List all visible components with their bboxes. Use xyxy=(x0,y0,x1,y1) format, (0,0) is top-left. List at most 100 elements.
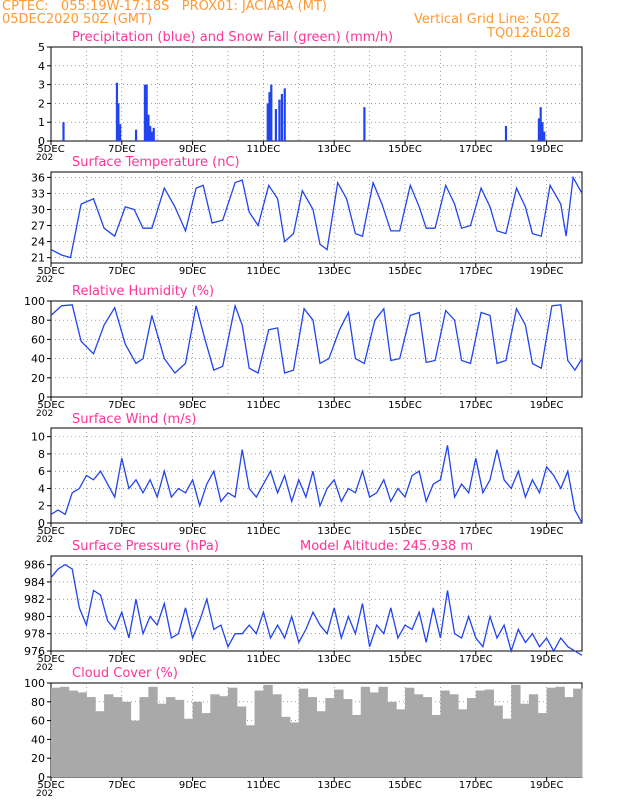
rh-xtick-label: 9DEC xyxy=(179,400,206,411)
cloud-bar xyxy=(201,713,211,777)
cloud-bar xyxy=(422,697,433,777)
cloud-bar xyxy=(564,697,574,777)
cloud-bar xyxy=(59,686,70,777)
precip-xtick-label: 17DEC xyxy=(459,144,493,155)
rh-year-stub: 202 xyxy=(36,409,53,419)
wind-ytick-label: 4 xyxy=(38,482,45,495)
precip-ytick-label: 0 xyxy=(38,135,45,148)
precip-xtick-label: 15DEC xyxy=(388,144,422,155)
rh-frame xyxy=(50,300,583,398)
cloud-xtick-label: 13DEC xyxy=(317,780,351,791)
wind-frame xyxy=(50,427,583,524)
temp-line xyxy=(50,175,583,259)
cloud-bar xyxy=(528,694,539,777)
wind-line xyxy=(50,445,583,524)
cloud-bar xyxy=(183,718,194,777)
wind-xtick-label: 13DEC xyxy=(317,526,351,537)
wind-xtick-label: 7DEC xyxy=(108,526,135,537)
rh-xtick-label: 15DEC xyxy=(388,400,422,411)
cloud-xtick-label: 17DEC xyxy=(459,780,493,791)
cloud-bar xyxy=(360,686,371,777)
cloud-year-stub: 202 xyxy=(36,789,53,799)
precip-xtick-label: 13DEC xyxy=(317,144,351,155)
precip-bar xyxy=(119,124,122,141)
cloud-bar xyxy=(166,697,176,777)
precip-bar xyxy=(268,92,271,141)
cloud-bar xyxy=(112,697,123,777)
temp-xtick-label: 7DEC xyxy=(108,266,135,277)
cloud-bar xyxy=(405,687,415,777)
precip-xtick-label: 7DEC xyxy=(108,144,135,155)
cloud-bar xyxy=(573,688,583,777)
temp-ytick-label: 24 xyxy=(31,236,45,249)
cloud-bar xyxy=(378,686,388,777)
precip-ytick-label: 2 xyxy=(38,97,45,110)
pressure-ytick-label: 984 xyxy=(24,576,45,589)
precip-bar xyxy=(134,129,138,141)
pressure-line xyxy=(50,563,583,656)
wind-xtick-label: 15DEC xyxy=(388,526,422,537)
cloud-bar xyxy=(325,698,335,777)
precip-bar xyxy=(117,103,120,141)
precip-ytick-label: 3 xyxy=(38,79,45,92)
cloud-bar xyxy=(537,713,548,777)
precip-bar xyxy=(537,118,541,141)
cloud-bar xyxy=(236,706,247,777)
cloud-bar xyxy=(475,690,486,777)
cloud-xtick-label: 5DEC xyxy=(37,780,64,791)
precip-bar xyxy=(270,84,273,141)
cloud-xtick-label: 7DEC xyxy=(108,780,135,791)
precip-bar xyxy=(62,122,65,141)
cloud-bar xyxy=(254,690,264,777)
temp-ytick-label: 21 xyxy=(31,252,45,265)
rh-ytick-label: 40 xyxy=(31,353,45,366)
cloud-bar xyxy=(343,698,353,777)
cloud-bar xyxy=(546,687,556,777)
pressure-ytick-label: 986 xyxy=(24,559,45,572)
cloud-bar xyxy=(369,692,379,777)
cloud-bar xyxy=(245,725,256,777)
rh-ytick-label: 20 xyxy=(31,372,45,385)
cloud-bar xyxy=(157,703,167,777)
precip-bar xyxy=(280,94,284,141)
wind-ytick-label: 6 xyxy=(38,465,45,478)
precip-bar xyxy=(278,99,281,141)
rh-xtick-label: 11DEC xyxy=(247,400,281,411)
rh-ytick-label: 0 xyxy=(38,391,45,404)
precip-frame xyxy=(50,46,583,142)
cloud-ytick-label: 100 xyxy=(24,677,45,690)
cloud-xtick-label: 9DEC xyxy=(179,780,206,791)
cloud-xtick-label: 15DEC xyxy=(388,780,422,791)
wind-xtick-label: 17DEC xyxy=(459,526,493,537)
header-code: TQ0126L028 xyxy=(487,26,571,41)
precip-bar xyxy=(504,125,508,141)
wind-xtick-label: 11DEC xyxy=(247,526,281,537)
pressure-extra-label: Model Altitude: 245.938 m xyxy=(300,539,473,554)
wind-xtick-label: 9DEC xyxy=(179,526,206,537)
pressure-xtick-label: 9DEC xyxy=(179,654,206,665)
rh-xtick-label: 7DEC xyxy=(108,400,135,411)
temp-xtick-label: 11DEC xyxy=(247,266,281,277)
wind-ytick-label: 10 xyxy=(31,431,45,444)
temp-year-stub: 202 xyxy=(36,275,53,285)
cloud-xtick-label: 19DEC xyxy=(530,780,564,791)
cloud-bar xyxy=(458,709,468,777)
pressure-ytick-label: 982 xyxy=(24,593,45,606)
precip-xtick-label: 19DEC xyxy=(530,144,564,155)
cloud-bar xyxy=(104,694,114,777)
cloud-ytick-label: 40 xyxy=(31,733,45,746)
cloud-bar xyxy=(228,687,238,777)
wind-ytick-label: 8 xyxy=(38,448,45,461)
cloud-bar xyxy=(68,690,79,777)
cloud-bar xyxy=(272,694,282,777)
pressure-xtick-label: 7DEC xyxy=(108,654,135,665)
precip-ytick-label: 4 xyxy=(38,60,45,73)
rh-xtick-label: 17DEC xyxy=(459,400,493,411)
precip-bar xyxy=(149,125,152,141)
cloud-bar xyxy=(210,694,220,777)
temp-frame xyxy=(50,171,583,264)
precip-bar xyxy=(150,131,154,141)
cloud-title: Cloud Cover (%) xyxy=(72,666,178,681)
cloud-bar xyxy=(555,686,565,777)
